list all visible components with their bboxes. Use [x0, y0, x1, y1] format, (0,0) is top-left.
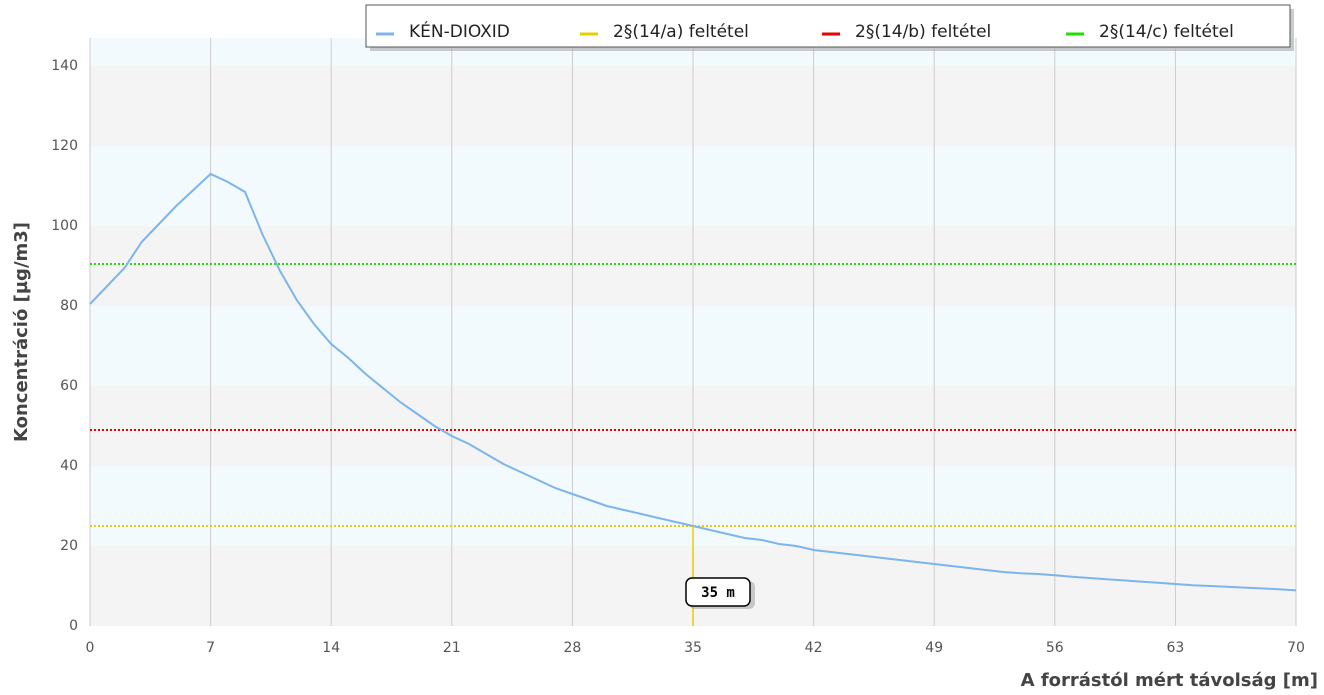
legend-label: 2§(14/b) feltétel — [855, 22, 991, 42]
x-tick-label: 14 — [322, 640, 340, 656]
x-tick-label: 0 — [86, 640, 95, 656]
legend-label: 2§(14/a) feltétel — [613, 22, 749, 42]
x-tick-label: 7 — [206, 640, 215, 656]
y-tick-label: 120 — [51, 138, 78, 154]
x-tick-label: 42 — [805, 640, 823, 656]
annotation-box — [685, 577, 751, 607]
x-tick-label: 63 — [1166, 640, 1184, 656]
legend-box — [365, 4, 1291, 48]
y-tick-label: 20 — [60, 538, 78, 554]
x-tick-label: 49 — [925, 640, 943, 656]
y-tick-label: 60 — [60, 378, 78, 394]
y-tick-label: 100 — [51, 218, 78, 234]
y-tick-label: 80 — [60, 298, 78, 314]
y-tick-label: 40 — [60, 458, 78, 474]
x-axis-title: A forrástól mért távolság [m] — [1021, 670, 1318, 691]
y-axis-title: Koncentráció [µg/m3] — [11, 222, 32, 442]
legend-label: 2§(14/c) feltétel — [1099, 22, 1234, 42]
x-tick-label: 21 — [443, 640, 461, 656]
x-tick-label: 56 — [1046, 640, 1064, 656]
x-tick-label: 35 — [684, 640, 702, 656]
annotation-label: 35 m — [701, 585, 735, 601]
x-tick-label: 28 — [563, 640, 581, 656]
y-tick-label: 0 — [69, 618, 78, 634]
legend-label: KÉN-DIOXID — [409, 20, 510, 42]
x-tick-label: 70 — [1287, 640, 1305, 656]
y-tick-label: 140 — [51, 58, 78, 74]
